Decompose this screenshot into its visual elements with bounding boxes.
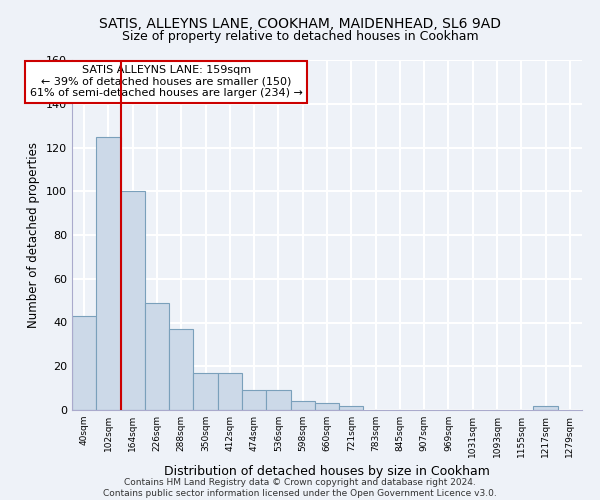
Bar [96, 136, 121, 410]
Bar [266, 390, 290, 410]
Text: SATIS ALLEYNS LANE: 159sqm
← 39% of detached houses are smaller (150)
61% of sem: SATIS ALLEYNS LANE: 159sqm ← 39% of deta… [30, 66, 303, 98]
Bar [339, 406, 364, 410]
Text: SATIS, ALLEYNS LANE, COOKHAM, MAIDENHEAD, SL6 9AD: SATIS, ALLEYNS LANE, COOKHAM, MAIDENHEAD… [99, 18, 501, 32]
X-axis label: Distribution of detached houses by size in Cookham: Distribution of detached houses by size … [164, 466, 490, 478]
Bar [145, 303, 169, 410]
Text: Size of property relative to detached houses in Cookham: Size of property relative to detached ho… [122, 30, 478, 43]
Y-axis label: Number of detached properties: Number of detached properties [28, 142, 40, 328]
Bar [121, 192, 145, 410]
Text: Contains HM Land Registry data © Crown copyright and database right 2024.
Contai: Contains HM Land Registry data © Crown c… [103, 478, 497, 498]
Bar [193, 373, 218, 410]
Bar [72, 316, 96, 410]
Bar [169, 329, 193, 410]
Bar [533, 406, 558, 410]
Bar [290, 401, 315, 410]
Bar [315, 404, 339, 410]
Bar [242, 390, 266, 410]
Bar [218, 373, 242, 410]
